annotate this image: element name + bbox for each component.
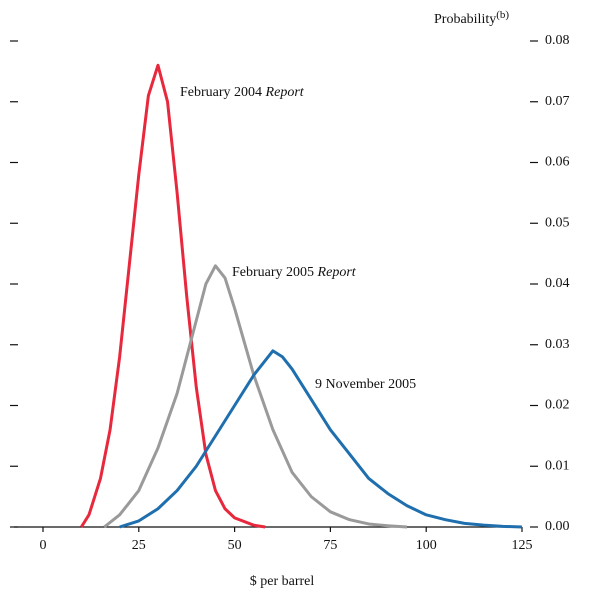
x-tick-label: 50 bbox=[228, 538, 242, 553]
x-tick-label: 75 bbox=[323, 538, 337, 553]
y-tick-label: 0.00 bbox=[545, 519, 570, 534]
y-tick-label: 0.05 bbox=[545, 215, 570, 230]
x-tick-label: 125 bbox=[512, 538, 533, 553]
series-label: February 2005 Report bbox=[232, 265, 357, 280]
y-tick-label: 0.03 bbox=[545, 337, 570, 352]
series-label-italic: Report bbox=[265, 85, 305, 100]
y-axis-label: Probability(b) bbox=[434, 9, 509, 28]
x-tick-label: 100 bbox=[416, 538, 437, 553]
y-tick-label: 0.08 bbox=[545, 33, 570, 48]
series-label: February 2004 Report bbox=[180, 85, 305, 100]
series-label-text: 9 November 2005 bbox=[315, 377, 416, 392]
y-label-text: Probability bbox=[434, 12, 496, 27]
series-line bbox=[103, 264, 408, 529]
series-label-italic: Report bbox=[317, 265, 357, 280]
x-tick-label: 25 bbox=[132, 538, 146, 553]
series-label: 9 November 2005 bbox=[315, 377, 416, 392]
y-tick-label: 0.07 bbox=[545, 94, 570, 109]
y-tick-label: 0.06 bbox=[545, 155, 570, 170]
series-label-text: February 2005 bbox=[232, 265, 314, 280]
y-label-note: (b) bbox=[496, 9, 509, 21]
series-line bbox=[80, 63, 266, 529]
x-tick-label: 0 bbox=[40, 538, 47, 553]
y-tick-label: 0.02 bbox=[545, 398, 570, 413]
x-axis-label: $ per barrel bbox=[250, 574, 315, 589]
series-label-text: February 2004 bbox=[180, 85, 262, 100]
y-tick-label: 0.01 bbox=[545, 458, 570, 473]
y-tick-label: 0.04 bbox=[545, 276, 570, 291]
series-line bbox=[119, 349, 523, 529]
